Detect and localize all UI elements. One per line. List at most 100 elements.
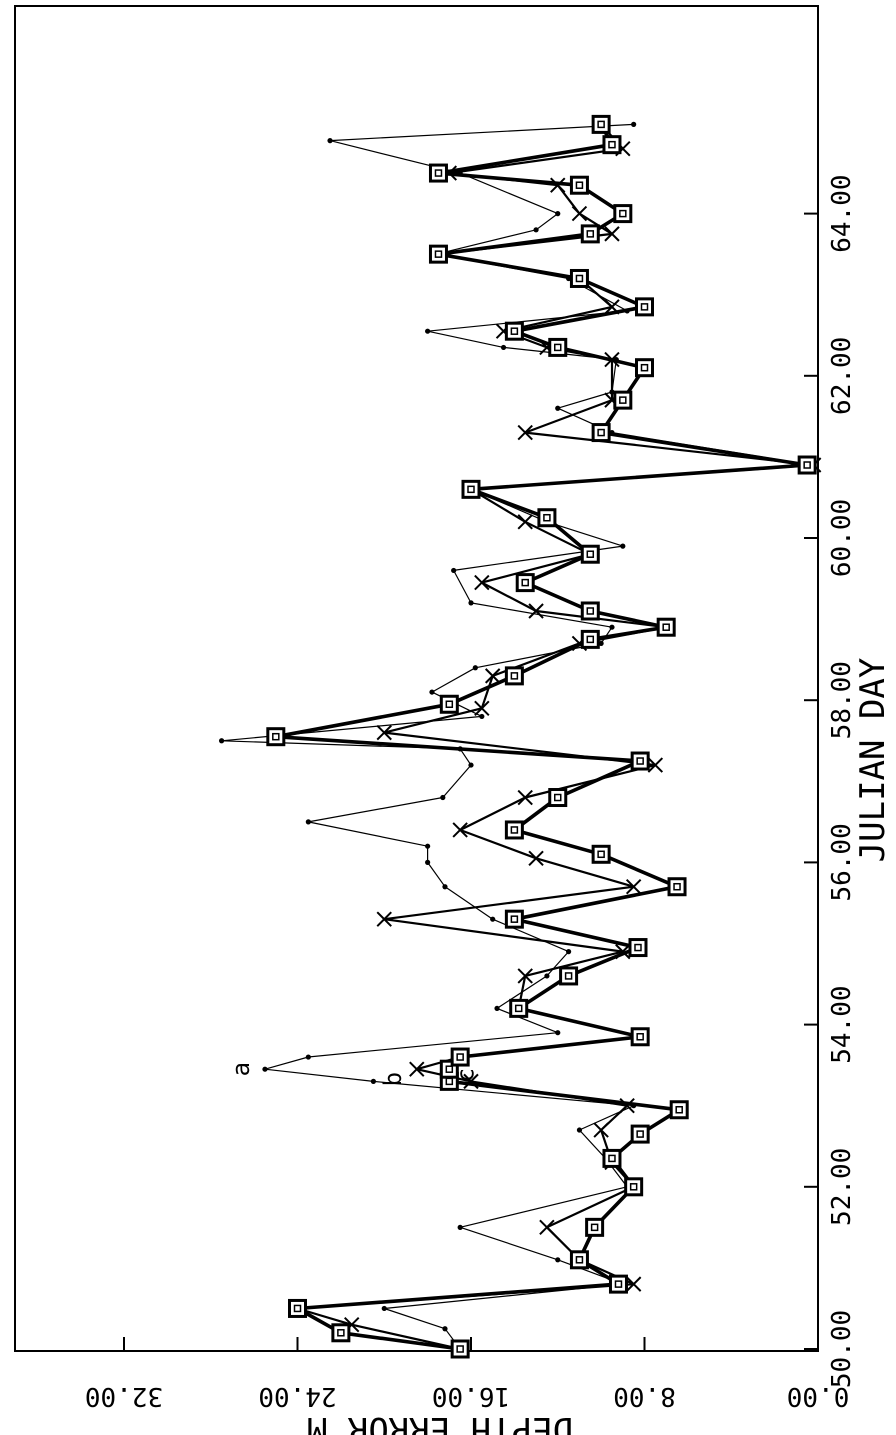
x-tick-label: 60.00 [827, 499, 857, 577]
data-point [624, 1177, 644, 1197]
data-point [504, 820, 524, 840]
data-point [425, 328, 431, 334]
labels-layer: a b c [227, 1062, 479, 1086]
data-point [474, 700, 490, 717]
data-point [484, 668, 501, 684]
data-point [585, 1217, 605, 1237]
series-line-c [274, 123, 809, 1351]
y-axis-label: DEPTH ERROR M [307, 1409, 573, 1435]
x-tick-label: 62.00 [827, 337, 857, 415]
data-point [591, 844, 611, 864]
data-point [620, 543, 626, 549]
data-point [544, 973, 550, 979]
data-point [429, 689, 435, 695]
y-tick-label: 16.00 [432, 1381, 510, 1411]
data-point [266, 727, 286, 747]
data-point [598, 640, 604, 647]
data-point [451, 567, 457, 574]
data-point [428, 163, 448, 183]
data-point [450, 1339, 470, 1359]
data-point [635, 297, 654, 317]
x-tick-label: 54.00 [827, 985, 857, 1063]
data-point [635, 358, 654, 378]
x-axis-ticks: 50.00 52.00 54.00 56.00 58.00 60.00 62.00 64.00 [804, 174, 857, 1388]
series-label-b: b [379, 1072, 407, 1086]
data-point [442, 884, 448, 890]
data-point [439, 694, 459, 714]
data-point [571, 205, 588, 222]
data-point [580, 601, 600, 621]
y-tick-label: 8.00 [613, 1381, 676, 1411]
series-line-a [221, 123, 813, 1350]
data-point [555, 1030, 561, 1036]
data-point [591, 114, 611, 134]
data-point [628, 938, 648, 958]
data-point [565, 949, 572, 955]
x-axis-label: JULIAN DAY [853, 658, 893, 863]
data-point [288, 1298, 307, 1318]
series-layer [218, 114, 822, 1359]
data-point [533, 227, 539, 233]
y-tick-label: 0.00 [787, 1381, 850, 1411]
x-tick-label: 58.00 [827, 661, 857, 739]
data-point [450, 1047, 470, 1067]
data-point [669, 1100, 689, 1120]
data-point [630, 751, 650, 771]
data-point [504, 321, 524, 341]
series-c [266, 114, 817, 1359]
data-point [591, 423, 611, 443]
data-point [604, 226, 620, 242]
data-point [797, 455, 817, 475]
data-point [539, 1219, 555, 1236]
data-point [472, 665, 478, 671]
data-point [548, 788, 568, 808]
data-point [625, 879, 642, 895]
data-point [515, 573, 535, 593]
y-axis-ticks: 0.00 8.00 16.00 24.00 32.00 [85, 1337, 849, 1411]
data-point [517, 968, 533, 984]
data-point [602, 1148, 622, 1168]
data-point [548, 337, 568, 357]
data-point [656, 617, 676, 637]
data-point [555, 211, 561, 217]
data-point [428, 244, 448, 264]
series-a [218, 121, 815, 1352]
data-point [494, 1005, 500, 1011]
data-point [468, 762, 474, 768]
data-point [576, 1127, 583, 1133]
data-point [500, 344, 507, 351]
data-point [625, 1276, 642, 1292]
data-point [490, 916, 496, 922]
data-point [647, 757, 664, 773]
data-point [559, 966, 579, 986]
data-point [593, 1122, 609, 1138]
data-point [376, 724, 392, 741]
y-tick-label: 32.00 [85, 1381, 163, 1411]
series-b [289, 116, 822, 1357]
plot-frame [14, 5, 819, 1352]
data-point [667, 877, 687, 897]
data-point [528, 603, 544, 619]
data-point [537, 508, 557, 528]
data-point [509, 998, 529, 1018]
data-point [609, 624, 615, 630]
series-label-a: a [227, 1062, 255, 1076]
data-point [504, 909, 524, 929]
x-tick-label: 64.00 [827, 174, 857, 252]
data-point [580, 544, 600, 564]
series-line-b [296, 123, 815, 1351]
y-tick-label: 24.00 [258, 1381, 336, 1411]
data-point [602, 135, 622, 155]
data-point [528, 850, 544, 867]
data-point [440, 794, 446, 801]
data-point [370, 1078, 377, 1084]
data-point [461, 479, 481, 499]
data-point [376, 911, 392, 927]
x-tick-label: 50.00 [827, 1310, 857, 1388]
data-point [425, 843, 431, 849]
data-point [613, 204, 633, 224]
data-point [425, 859, 431, 866]
data-point [262, 1066, 268, 1072]
data-point [580, 629, 600, 649]
